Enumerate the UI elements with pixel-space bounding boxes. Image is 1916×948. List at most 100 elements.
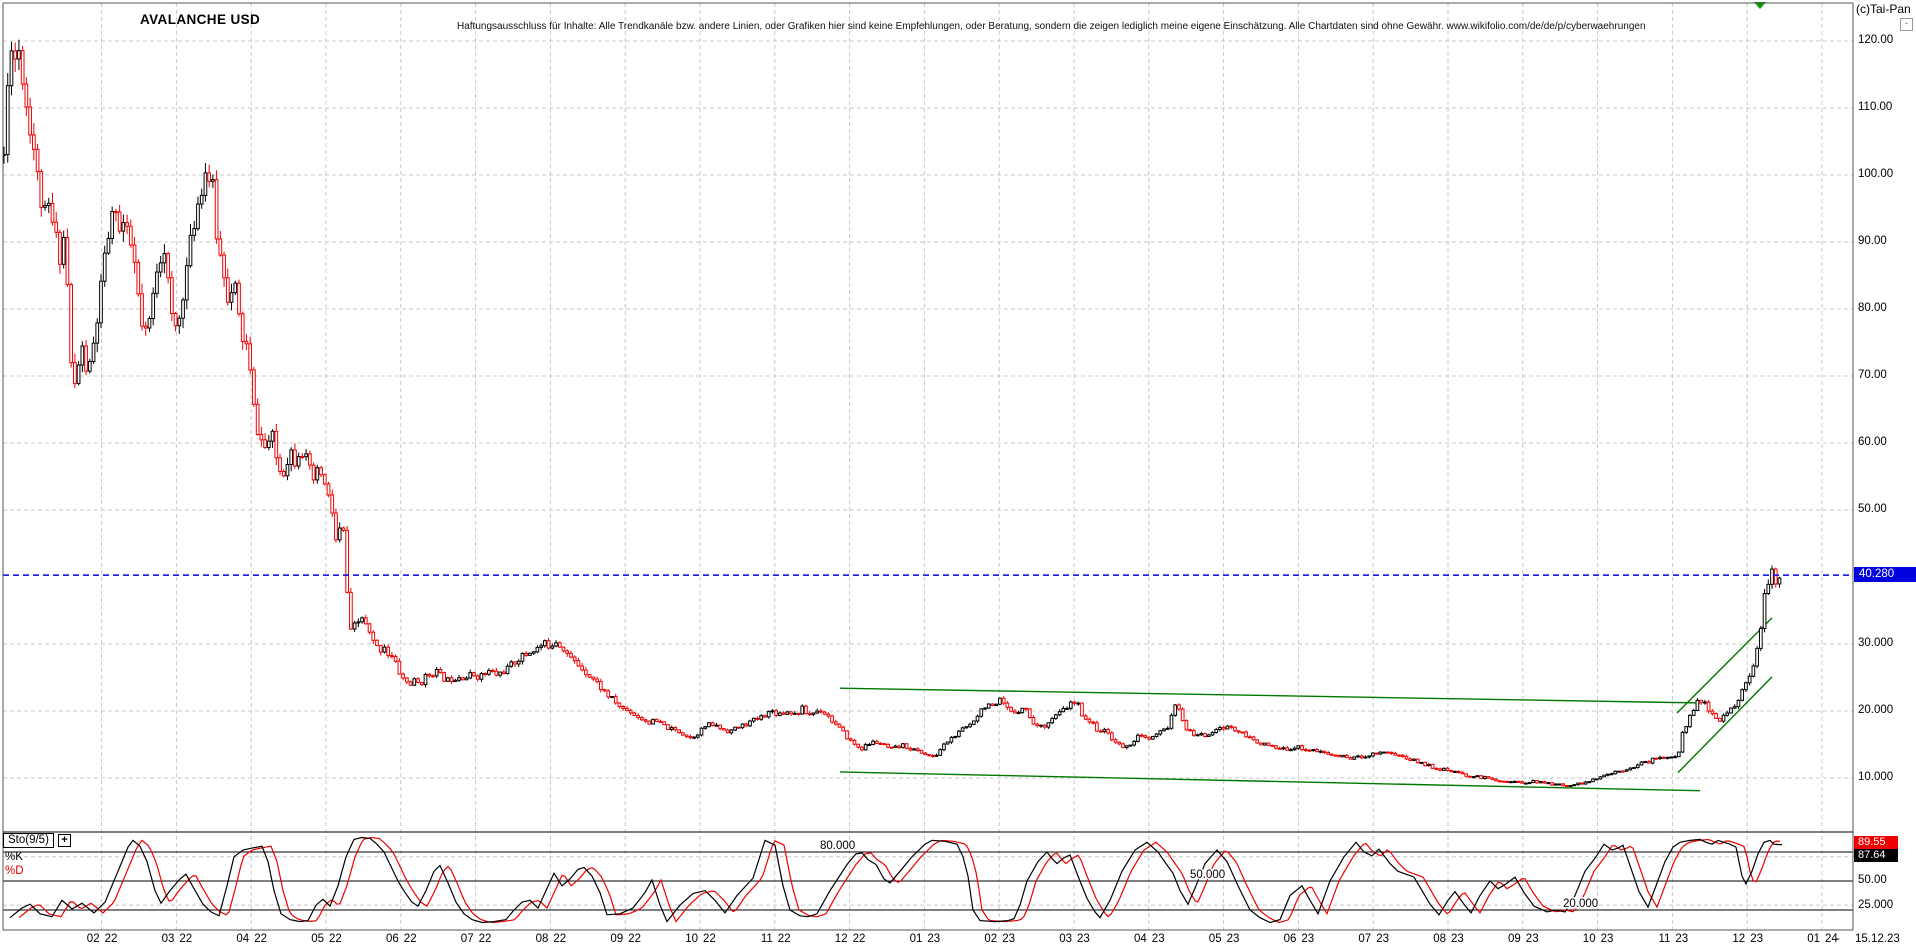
- candle-body: [1744, 682, 1748, 691]
- candle-body: [1221, 727, 1226, 730]
- candle-body: [636, 714, 640, 719]
- sto-reference-label: 50.000: [1190, 869, 1225, 881]
- candle-body: [572, 656, 577, 662]
- candle-body: [576, 660, 581, 667]
- candle-body: [1691, 709, 1696, 716]
- candle-body: [1385, 751, 1390, 754]
- candle-body: [5, 85, 10, 156]
- candle-body: [1214, 728, 1219, 734]
- candle-body: [1240, 731, 1245, 734]
- candle-body: [681, 732, 685, 736]
- candle-body: [1635, 764, 1640, 768]
- date-label-month: 12: [834, 933, 848, 945]
- candle-body: [1598, 776, 1603, 780]
- chart-title: AVALANCHE USD: [140, 12, 261, 27]
- candle-body: [1068, 701, 1073, 709]
- candle-body: [748, 720, 752, 727]
- candle-body: [214, 179, 219, 240]
- candle-body: [546, 640, 551, 649]
- candle-body: [199, 194, 204, 205]
- candle-body: [804, 705, 808, 715]
- candle-body: [1147, 736, 1151, 740]
- candle-body: [472, 672, 476, 677]
- candle-body: [196, 203, 200, 230]
- candle-body: [837, 723, 842, 728]
- candle-body: [1337, 755, 1342, 758]
- candle-body: [1770, 568, 1774, 585]
- candle-body: [1012, 710, 1017, 714]
- candle-body: [1311, 749, 1316, 752]
- candle-body: [475, 675, 480, 680]
- candle-body: [446, 677, 450, 682]
- expand-indicator-icon[interactable]: +: [58, 834, 71, 847]
- candle-body: [830, 715, 834, 723]
- candle-body: [31, 134, 36, 150]
- candle-body: [1244, 731, 1248, 738]
- date-label-month: 12: [1732, 933, 1746, 945]
- candle-body: [957, 730, 961, 737]
- candle-body: [557, 642, 562, 648]
- candle-body: [722, 728, 726, 731]
- candle-body: [352, 622, 357, 630]
- candle-body: [162, 253, 167, 264]
- candle-body: [58, 231, 62, 265]
- candle-body: [1777, 577, 1782, 585]
- candle-body: [595, 678, 599, 683]
- candle-body: [1747, 675, 1752, 684]
- candle-body: [625, 707, 629, 711]
- candle-body: [65, 237, 70, 286]
- candle-body: [1624, 769, 1629, 772]
- candle-body: [882, 743, 887, 746]
- candle-body: [942, 743, 946, 751]
- candle-body: [1109, 732, 1114, 741]
- candle-body: [815, 710, 819, 714]
- candle-body: [1095, 722, 1099, 732]
- candle-body: [1341, 754, 1345, 758]
- candle-body: [1449, 770, 1454, 773]
- indicator-label-box[interactable]: Sto(9/5): [3, 833, 54, 848]
- candle-body: [1233, 726, 1237, 732]
- candle-body: [1154, 733, 1159, 737]
- candle-body: [255, 403, 260, 435]
- candle-body: [654, 718, 659, 722]
- candle-body: [1766, 583, 1771, 595]
- candle-body: [136, 261, 141, 295]
- candle-body: [1020, 707, 1025, 713]
- candle-body: [1367, 755, 1372, 758]
- candle-body: [121, 222, 126, 232]
- candle-body: [1356, 755, 1360, 758]
- date-label-month: 03: [1059, 933, 1072, 945]
- trend-line-rising-channel-upper: [1676, 617, 1773, 714]
- stochastic-panel: [9, 836, 1782, 924]
- candle-body: [337, 527, 342, 541]
- candle-body: [1054, 714, 1058, 719]
- candle-body: [1546, 782, 1551, 785]
- candle-body: [315, 467, 320, 481]
- date-label-year: 23: [1600, 933, 1614, 945]
- candle-body: [1501, 780, 1506, 783]
- collapse-icon[interactable]: -: [1900, 18, 1913, 31]
- candle-body: [1192, 730, 1196, 736]
- candle-body: [897, 745, 902, 749]
- candle-body: [1165, 727, 1170, 730]
- date-label-year: 23: [1002, 933, 1015, 945]
- candle-body: [1289, 749, 1293, 752]
- candle-body: [964, 726, 969, 729]
- candle-body: [360, 617, 364, 623]
- candle-body: [1669, 756, 1674, 759]
- candle-body: [375, 639, 379, 646]
- candle-body: [498, 671, 502, 676]
- candle-body: [382, 646, 387, 653]
- candle-body: [755, 717, 760, 720]
- date-label-year: 22: [104, 933, 118, 945]
- candle-body: [1427, 763, 1431, 767]
- candle-body: [1706, 701, 1711, 712]
- candle-body: [800, 705, 805, 715]
- candle-body: [1751, 665, 1756, 677]
- candle-body: [893, 745, 898, 748]
- candle-body: [1531, 780, 1536, 784]
- candle-body: [509, 661, 514, 667]
- date-label-month: 05: [311, 933, 324, 945]
- candle-body: [949, 736, 954, 743]
- candle-body: [281, 470, 286, 477]
